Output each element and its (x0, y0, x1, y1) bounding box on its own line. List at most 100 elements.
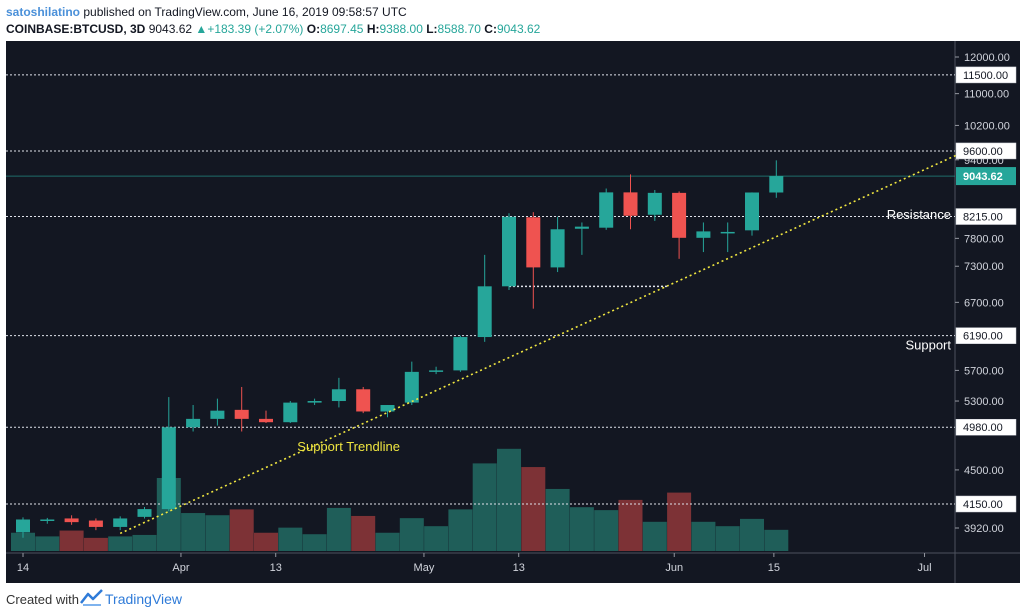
volume-bar (521, 467, 546, 551)
candle-body (356, 389, 371, 412)
x-axis-tick-label: Apr (172, 562, 189, 574)
volume-bar (326, 507, 351, 551)
symbol-label: COINBASE:BTCUSD, 3D (6, 22, 146, 36)
chart-header: satoshilatino published on TradingView.c… (0, 0, 1024, 40)
level-price-box (955, 66, 1017, 84)
price-axis (955, 41, 1020, 553)
level-price-box (955, 418, 1017, 436)
candle-body (453, 337, 468, 371)
candle-body (526, 217, 541, 268)
annotation-support: Support (905, 337, 951, 352)
x-axis-tick-label: May (414, 562, 435, 574)
candle-body (720, 231, 735, 234)
candle-body (331, 389, 346, 402)
volume-bar (205, 515, 230, 551)
open-label: O: (306, 22, 321, 36)
candle-body (16, 519, 30, 533)
time-axis (6, 553, 1020, 583)
annotation-support-trendline: Support Trendline (297, 439, 400, 454)
volume-bar (764, 529, 789, 551)
x-axis-tick-label: 15 (768, 562, 780, 574)
volume-bar (424, 526, 449, 551)
up-arrow-icon: ▲ (195, 22, 208, 36)
candle-body (574, 226, 589, 229)
candle-body (672, 192, 687, 238)
y-axis-tick-label: 10200.00 (964, 120, 1010, 132)
volume-bar (132, 534, 157, 551)
volume-bar (667, 492, 692, 551)
candle-body (404, 371, 419, 403)
published-text: published on TradingView.com, June 16, 2… (83, 5, 407, 19)
level-price-box (955, 327, 1017, 344)
volume-bar (278, 527, 303, 551)
x-axis-tick-label: Jun (665, 562, 683, 574)
volume-bar (472, 463, 497, 551)
volume-bar (545, 488, 570, 551)
y-axis-tick-label: 11000.00 (964, 89, 1009, 101)
created-with-text: Created with (6, 592, 79, 607)
candle-body (502, 216, 516, 287)
volume-bar (181, 513, 206, 551)
annotation-resistance: Resistance (887, 207, 951, 222)
y-axis-tick-label: 5300.00 (964, 396, 1004, 408)
y-axis-tick-label: 7300.00 (964, 261, 1004, 273)
volume-bar (11, 532, 35, 551)
candle-body (259, 418, 273, 423)
x-axis-tick-label: 14 (17, 562, 29, 574)
volume-bar (351, 515, 376, 551)
x-axis-tick-label: Jul (917, 562, 931, 574)
candle-body (161, 427, 176, 510)
volume-bar (108, 536, 133, 551)
y-axis-tick-label: 3920.00 (964, 523, 1004, 535)
volume-bar (375, 532, 400, 551)
volume-bar (715, 526, 740, 551)
volume-bar (740, 518, 764, 551)
volume-bar (642, 521, 667, 551)
current-price-label: 9043.62 (963, 171, 1003, 183)
volume-bar (83, 537, 108, 551)
low-value: 8588.70 (437, 22, 481, 36)
volume-bar (229, 509, 254, 551)
footer: Created with TradingView (0, 583, 1024, 615)
candle-body (137, 509, 152, 517)
candle-body (283, 402, 298, 423)
y-axis-tick-label: 6700.00 (964, 297, 1004, 309)
x-axis-tick-label: 13 (513, 562, 525, 574)
x-axis-tick-label: 13 (270, 562, 282, 574)
low-label: L: (426, 22, 438, 36)
level-price-label: 4150.00 (963, 499, 1003, 511)
current-price-box (956, 167, 1016, 186)
volume-bar (618, 499, 643, 551)
volume-bar (569, 507, 594, 551)
volume-bar (691, 521, 716, 551)
candle-body (380, 405, 395, 412)
price-change: +183.39 (+2.07%) (207, 22, 304, 36)
candle-body (745, 192, 759, 231)
candle-body (647, 192, 662, 215)
candle-body (550, 229, 565, 268)
candlestick-chart[interactable]: Resistance Support Support Trendline 12000.… (0, 40, 1024, 583)
y-axis-tick-label: 5700.00 (964, 365, 1004, 377)
candle-body (696, 231, 711, 238)
candle-body (40, 519, 55, 521)
candle-body (599, 192, 614, 228)
candle-body (307, 401, 322, 403)
candle-body (429, 370, 444, 372)
volume-bar (59, 530, 84, 551)
level-price-box (955, 208, 1017, 225)
candle-body (623, 192, 638, 216)
level-price-box (955, 142, 1017, 160)
author-link[interactable]: satoshilatino (6, 5, 81, 19)
ohlc-line: COINBASE:BTCUSD, 3D 9043.62 ▲+183.39 (+2… (6, 22, 540, 36)
y-axis-tick-label: 12000.00 (964, 52, 1010, 64)
level-price-label: 9600.00 (963, 146, 1003, 158)
tradingview-brand[interactable]: TradingView (105, 591, 183, 607)
candle-body (186, 418, 201, 428)
tradingview-logo-icon (80, 589, 103, 606)
level-price-label: 11500.00 (963, 70, 1008, 82)
candle-body (234, 409, 249, 419)
last-price: 9043.62 (148, 22, 193, 36)
candle-body (88, 520, 103, 527)
y-axis-tick-label: 4500.00 (964, 465, 1004, 477)
publish-line: satoshilatino published on TradingView.c… (6, 5, 407, 19)
